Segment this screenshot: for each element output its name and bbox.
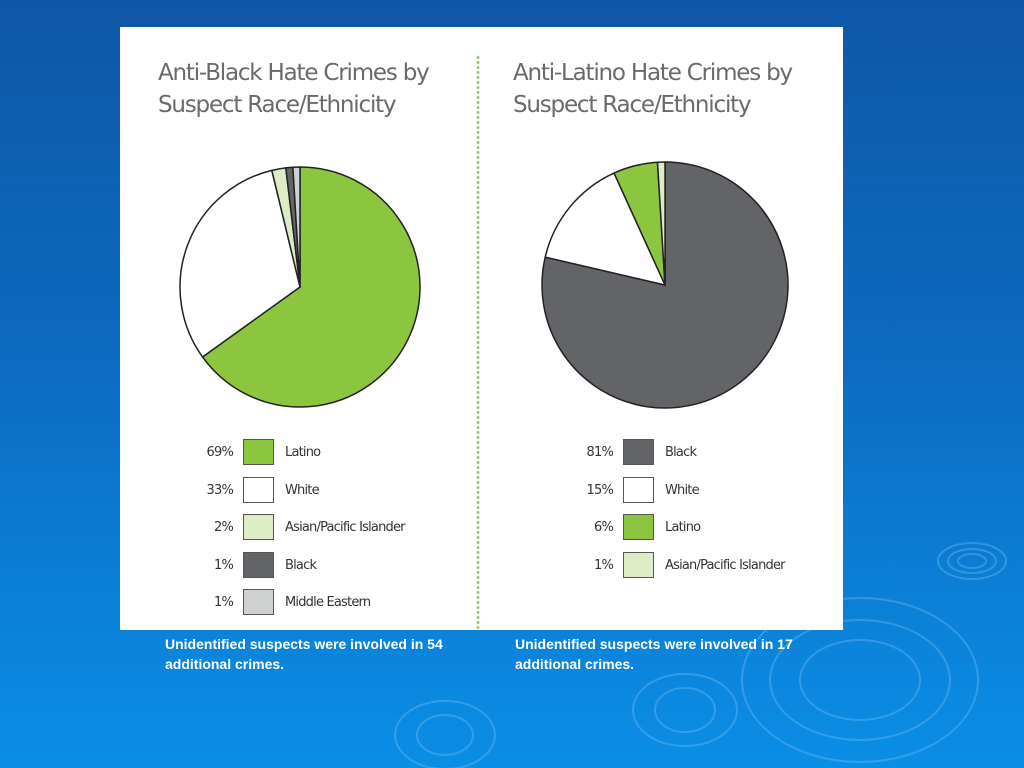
legend-swatch bbox=[623, 476, 654, 503]
legend-label: Asian/Pacific Islander bbox=[285, 520, 406, 535]
legend-label: Middle Eastern bbox=[285, 595, 371, 610]
legend-item-white: 33% White bbox=[195, 476, 455, 507]
legend-swatch bbox=[623, 439, 654, 465]
legend-swatch bbox=[623, 514, 654, 540]
legend-label: White bbox=[665, 482, 700, 498]
legend-swatch bbox=[243, 476, 274, 503]
legend-percent: 1% bbox=[213, 557, 234, 573]
legend-item-middle-eastern: 1% Middle Eastern bbox=[195, 589, 455, 619]
legend-swatch bbox=[243, 551, 274, 578]
pie-slice-white bbox=[179, 169, 301, 358]
legend-anti-latino: 81% Black 15% White 6% Latino 1% Asian/Pacific … bbox=[575, 439, 835, 599]
legend-item-latino: 6% Latino bbox=[575, 514, 835, 544]
legend-label: Black bbox=[665, 445, 697, 460]
caption-anti-black: Unidentified suspects were involved in 5… bbox=[165, 636, 443, 672]
legend-swatch bbox=[243, 589, 274, 615]
legend-item-black: 1% Black bbox=[195, 551, 455, 582]
legend-percent: 81% bbox=[586, 445, 614, 460]
legend-item-asian-pacific-islander: 1% Asian/Pacific Islander bbox=[575, 551, 835, 582]
legend-label: Latino bbox=[665, 520, 701, 535]
pie-slice-asian-pacific-islander bbox=[656, 161, 666, 286]
legend-label: Asian/Pacific Islander bbox=[665, 557, 786, 573]
pie-slice-white bbox=[544, 172, 666, 286]
legend-swatch bbox=[243, 439, 274, 465]
pie-slice-latino bbox=[201, 166, 421, 408]
pie-slice-middle-eastern bbox=[292, 166, 301, 288]
pie-chart-anti-black bbox=[179, 166, 421, 408]
legend-percent: 69% bbox=[206, 445, 234, 460]
chart-title-anti-black: Anti-Black Hate Crimes by Suspect Race/E… bbox=[158, 60, 430, 118]
legend-label: Black bbox=[285, 557, 317, 573]
legend-item-black: 81% Black bbox=[575, 439, 835, 469]
chart-title-anti-latino: Anti-Latino Hate Crimes by Suspect Race/… bbox=[513, 60, 793, 118]
legend-percent: 15% bbox=[586, 482, 614, 498]
legend-percent: 6% bbox=[593, 520, 614, 535]
legend-item-white: 15% White bbox=[575, 476, 835, 507]
legend-swatch bbox=[623, 551, 654, 578]
caption-anti-latino: Unidentified suspects were involved in 1… bbox=[515, 636, 793, 672]
legend-label: Latino bbox=[285, 445, 321, 460]
pie-chart-anti-latino bbox=[541, 161, 789, 409]
legend-percent: 1% bbox=[593, 557, 614, 573]
legend-percent: 1% bbox=[213, 595, 234, 610]
legend-percent: 2% bbox=[213, 520, 234, 535]
legend-item-asian-pacific-islander: 2% Asian/Pacific Islander bbox=[195, 514, 455, 544]
legend-item-latino: 69% Latino bbox=[195, 439, 455, 469]
dotted-divider bbox=[476, 55, 480, 630]
chart-panel: Anti-Black Hate Crimes by Suspect Race/E… bbox=[120, 27, 843, 630]
legend-label: White bbox=[285, 482, 320, 498]
legend-swatch bbox=[243, 514, 274, 540]
legend-anti-black: 69% Latino 33% White 2% Asian/Pacific Islande… bbox=[195, 439, 455, 624]
legend-percent: 33% bbox=[206, 482, 234, 498]
